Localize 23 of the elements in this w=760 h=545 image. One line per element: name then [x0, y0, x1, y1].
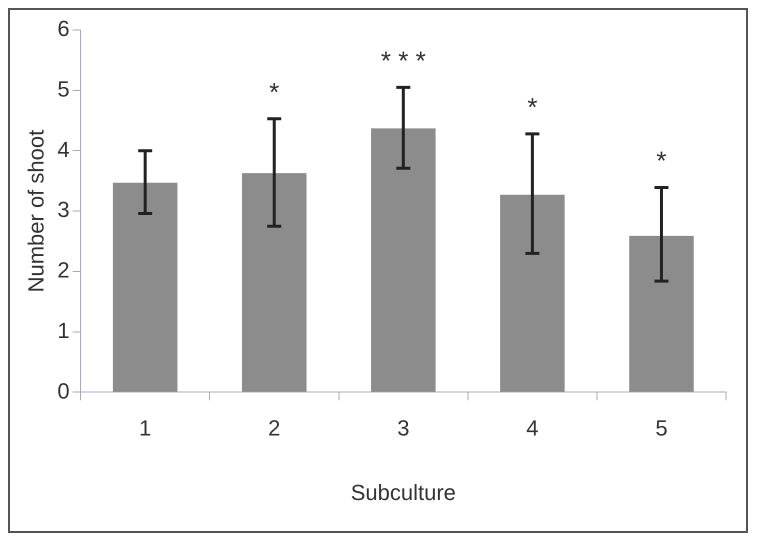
x-tick-label: 1: [139, 415, 152, 440]
y-tick-label: 6: [57, 16, 70, 42]
x-tick-label: 3: [397, 415, 410, 440]
data-label: *: [269, 76, 280, 107]
bar: [112, 182, 178, 392]
bar: [242, 173, 307, 392]
x-tick-label: 2: [268, 415, 280, 440]
y-tick-label: 3: [57, 197, 70, 222]
y-axis-title: Number of shoot: [23, 130, 48, 292]
data-label: *: [527, 92, 538, 122]
data-label: * * *: [380, 46, 426, 76]
x-axis-title: Subculture: [350, 480, 456, 505]
bar: [629, 236, 694, 392]
y-tick-label: 2: [57, 258, 70, 283]
x-tick-label: 4: [526, 415, 539, 440]
bar: [500, 194, 565, 392]
y-tick-label: 4: [57, 136, 70, 162]
bar: [371, 128, 436, 392]
x-tick-label: 5: [655, 415, 668, 440]
y-tick-label: 5: [57, 76, 70, 102]
y-tick-label: 0: [57, 378, 70, 404]
data-label: *: [656, 146, 667, 176]
y-tick-label: 1: [57, 318, 70, 343]
